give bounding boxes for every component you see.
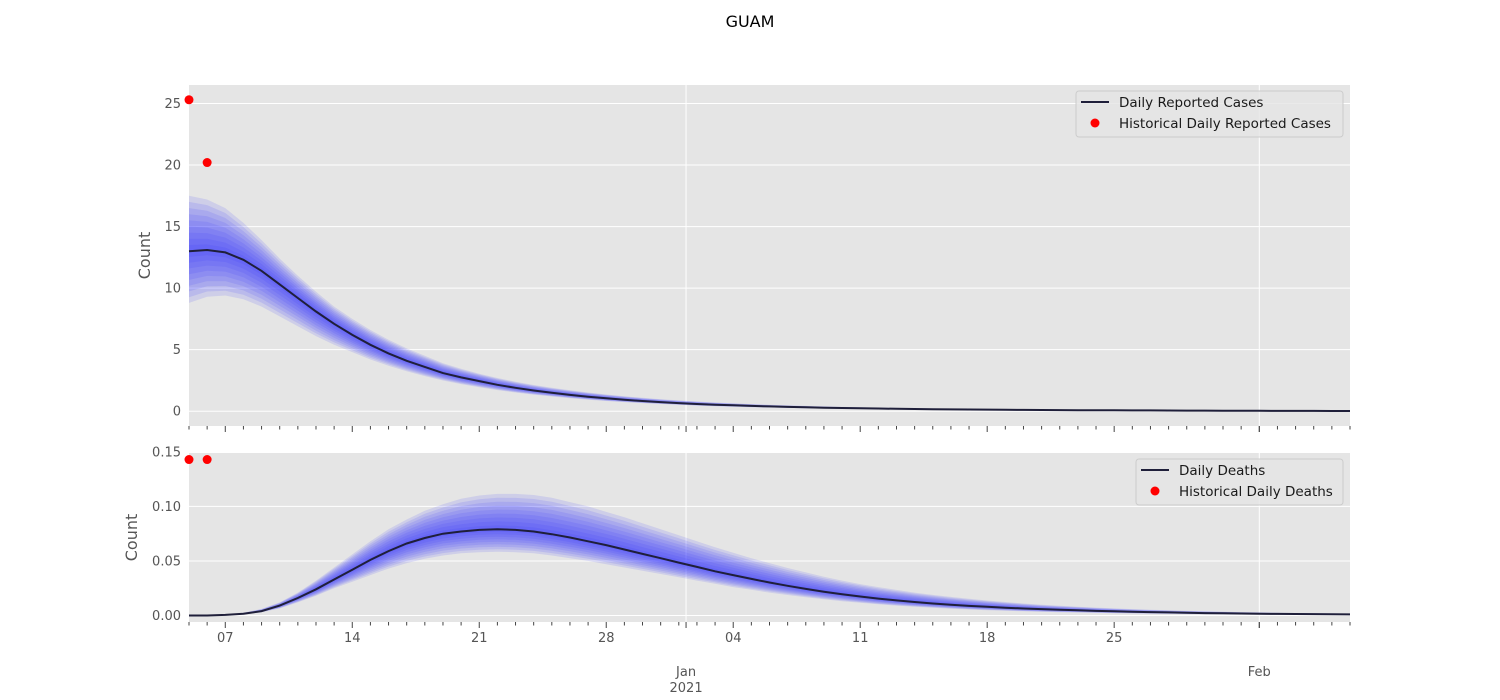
cases-legend-label-scatter: Historical Daily Reported Cases: [1119, 116, 1331, 132]
cases-plot-area: [189, 85, 1350, 426]
cases-y-axis-label: Count: [135, 232, 154, 280]
x-tick-label-day: 28: [598, 631, 615, 646]
deaths-median-line: [189, 528, 1351, 617]
deaths-legend-label-scatter: Historical Daily Deaths: [1179, 484, 1333, 500]
deaths-uncertainty-band: [189, 509, 1350, 616]
cases-y-tick-label: 15: [164, 220, 181, 235]
x-tick-label-day: 07: [217, 631, 234, 646]
deaths-legend-label-line: Daily Deaths: [1179, 463, 1265, 479]
x-tick-label-day: 21: [471, 631, 488, 646]
cases-y-tick-label: 25: [164, 97, 181, 112]
deaths-historical-point: [202, 455, 212, 465]
cases-y-tick-label: 0: [173, 405, 181, 420]
deaths-uncertainty-band: [189, 513, 1350, 616]
deaths-legend: Daily Deaths Historical Daily Deaths: [1135, 458, 1344, 506]
cases-legend: Daily Reported Cases Historical Daily Rep…: [1075, 90, 1344, 138]
deaths-y-tick-label: 0.10: [152, 500, 181, 515]
cases-historical-point: [184, 95, 194, 105]
cases-y-tick-label: 5: [173, 343, 181, 358]
x-tick-label-day: 18: [979, 631, 996, 646]
deaths-panel: 0.00 0.05 0.10 0.15 Count Daily Deaths Histori…: [122, 445, 1351, 628]
cases-legend-point-swatch: [1090, 118, 1100, 128]
cases-y-tick-label: 20: [164, 159, 181, 174]
x-tick-label-month: Feb: [1248, 665, 1271, 680]
deaths-y-axis-label: Count: [122, 514, 141, 562]
deaths-legend-box: [1135, 458, 1344, 506]
deaths-historical-point: [184, 455, 194, 465]
cases-historical-point: [202, 158, 212, 168]
cases-y-tick-label: 10: [164, 282, 181, 297]
deaths-uncertainty-band: [189, 497, 1350, 616]
x-tick-label-day: 04: [725, 631, 742, 646]
figure-title: GUAM: [726, 12, 775, 31]
x-tick-label-year: 2021: [670, 681, 703, 696]
deaths-y-tick-label: 0.15: [152, 445, 181, 460]
x-tick-label-day: 14: [344, 631, 361, 646]
x-tick-label-day: 11: [852, 631, 869, 646]
deaths-y-tick-label: 0.00: [152, 609, 181, 624]
cases-panel: 0 5 10 15 20 25 Count Daily Reported Cases Histo…: [135, 85, 1351, 432]
x-tick-label-month: Jan: [675, 665, 696, 680]
deaths-uncertainty-band: [189, 493, 1350, 616]
cases-median-line: [188, 248, 1350, 412]
cases-legend-label-line: Daily Reported Cases: [1119, 95, 1263, 111]
deaths-uncertainty-band: [189, 505, 1350, 616]
deaths-y-tick-label: 0.05: [152, 554, 181, 569]
x-tick-label-day: 25: [1106, 631, 1123, 646]
cases-legend-box: [1075, 90, 1344, 138]
deaths-legend-point-swatch: [1150, 486, 1160, 496]
